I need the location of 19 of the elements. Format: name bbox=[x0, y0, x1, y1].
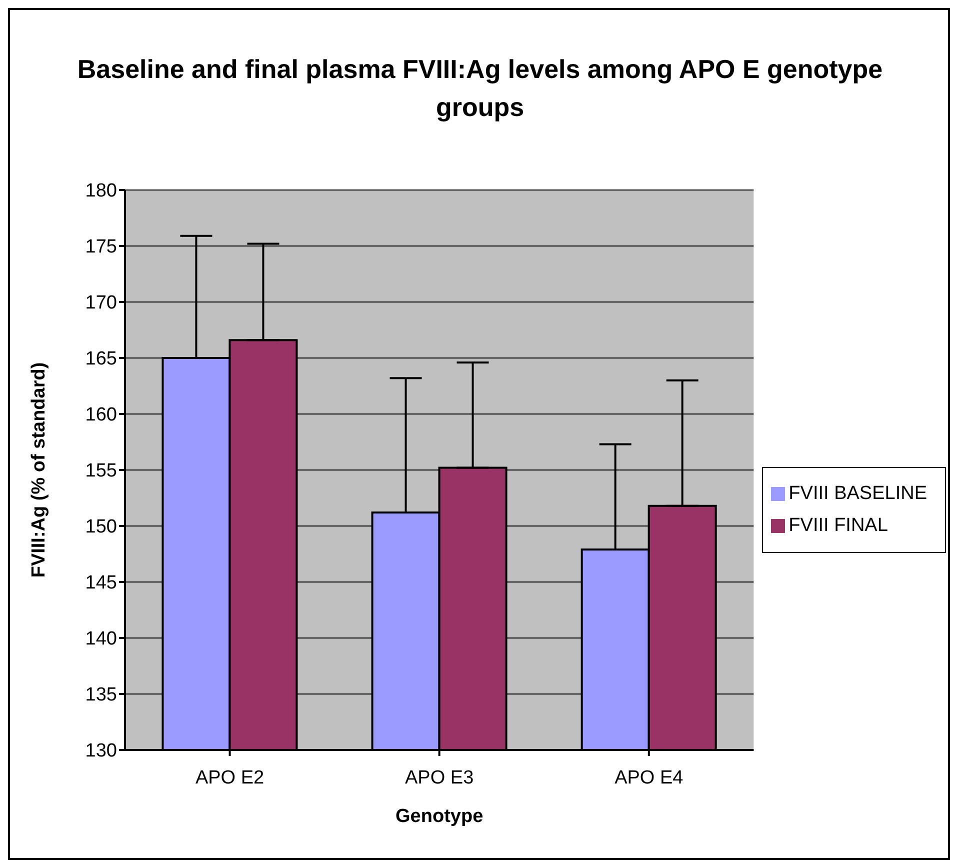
y-tick-label: 130 bbox=[85, 740, 117, 762]
y-axis-title: FVIII:Ag (% of standard) bbox=[28, 362, 50, 578]
x-axis-title: Genotype bbox=[396, 806, 484, 827]
y-tick-label: 160 bbox=[85, 404, 117, 426]
y-tick-label: 140 bbox=[85, 628, 117, 650]
x-tick-label: APO E3 bbox=[405, 767, 474, 788]
y-tick-label: 150 bbox=[85, 516, 117, 538]
y-tick-label: 170 bbox=[85, 292, 117, 314]
y-tick-label: 165 bbox=[85, 348, 117, 370]
y-tick-label: 135 bbox=[85, 684, 117, 706]
x-tick-label: APO E2 bbox=[195, 767, 264, 788]
y-tick-label: 175 bbox=[85, 236, 117, 258]
legend-label: FVIII FINAL bbox=[788, 515, 888, 536]
legend-label: FVIII BASELINE bbox=[788, 483, 927, 504]
y-tick-label: 155 bbox=[85, 460, 117, 482]
chart-title: Baseline and final plasma FVIII:Ag levels among APO E genotype groups bbox=[76, 53, 884, 124]
x-tick-label: APO E4 bbox=[614, 767, 684, 788]
y-tick-label: 180 bbox=[85, 180, 117, 202]
y-tick-label: 145 bbox=[85, 572, 117, 594]
